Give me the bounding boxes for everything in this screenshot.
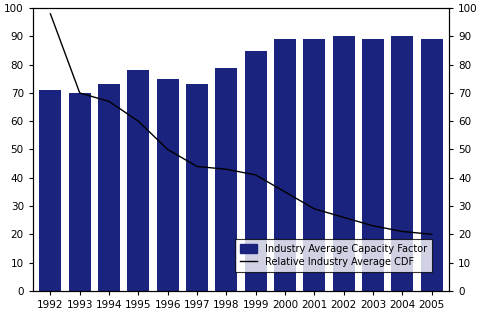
Bar: [421, 39, 442, 291]
Bar: [40, 90, 61, 291]
Legend: Industry Average Capacity Factor, Relative Industry Average CDF: Industry Average Capacity Factor, Relati…: [235, 239, 432, 272]
Bar: [333, 36, 355, 291]
Bar: [98, 84, 120, 291]
Bar: [303, 39, 325, 291]
Bar: [127, 70, 149, 291]
Bar: [391, 36, 413, 291]
Bar: [274, 39, 296, 291]
Bar: [362, 39, 384, 291]
Bar: [69, 93, 91, 291]
Bar: [245, 51, 267, 291]
Bar: [186, 84, 208, 291]
Bar: [215, 68, 237, 291]
Bar: [157, 79, 179, 291]
